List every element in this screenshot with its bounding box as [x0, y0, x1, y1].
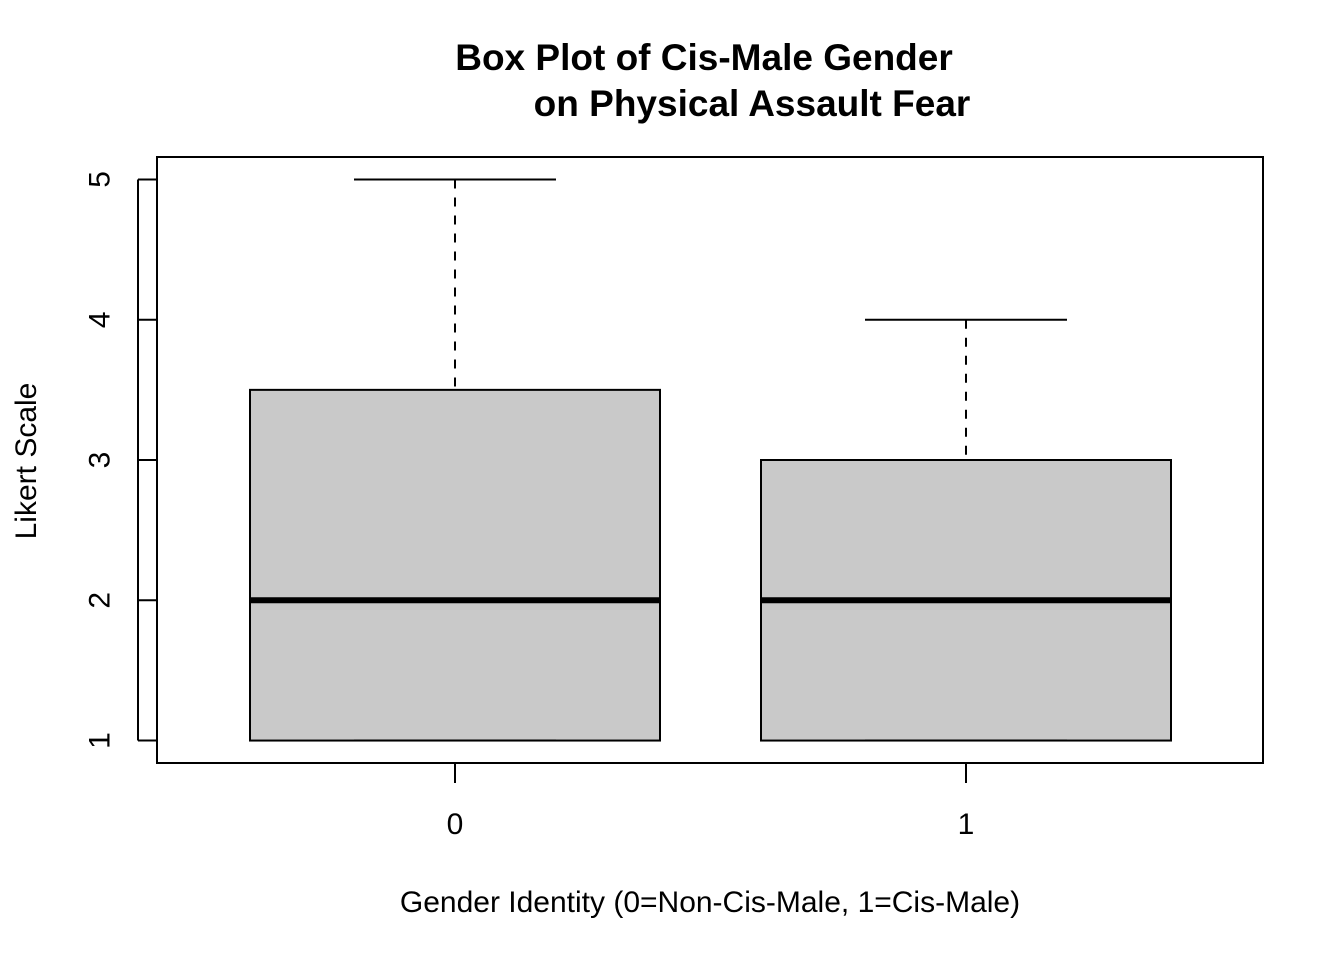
box-group-1 — [760, 318, 1172, 742]
box-0 — [249, 388, 661, 742]
y-axis-label: Likert Scale — [10, 383, 43, 540]
y-tick-label-1: 1 — [84, 732, 117, 749]
y-tick-label-3: 3 — [84, 452, 117, 469]
chart-title-line2: on Physical Assault Fear — [534, 83, 971, 124]
y-tick-label-2: 2 — [84, 592, 117, 609]
x-tick-label-1: 1 — [958, 808, 975, 841]
x-tick-label-0: 0 — [447, 808, 464, 841]
y-tick-label-5: 5 — [84, 171, 117, 188]
y-axis: 1 2 3 4 5 — [84, 171, 157, 749]
box-group-0 — [249, 178, 661, 742]
y-tick-label-4: 4 — [84, 311, 117, 328]
x-axis-label: Gender Identity (0=Non-Cis-Male, 1=Cis-M… — [400, 886, 1020, 919]
chart-title-line1: Box Plot of Cis-Male Gender — [455, 37, 953, 78]
boxes-layer — [249, 178, 1172, 742]
